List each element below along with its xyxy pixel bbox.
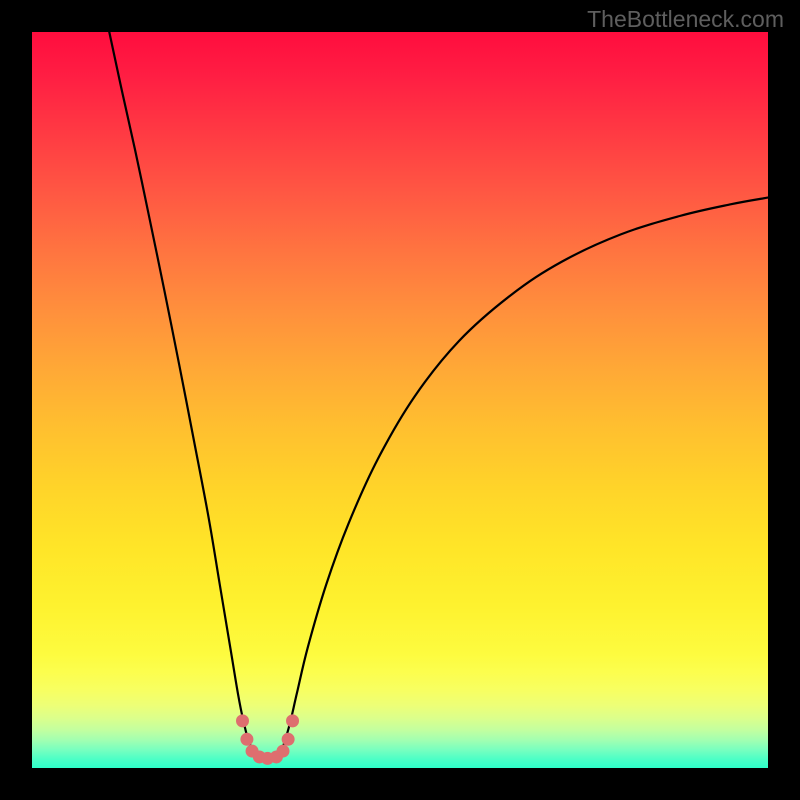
trough-marker <box>286 714 299 727</box>
bottleneck-curve <box>109 32 768 758</box>
plot-area <box>32 32 768 768</box>
chart-svg <box>32 32 768 768</box>
trough-marker <box>276 745 289 758</box>
watermark-text: TheBottleneck.com <box>587 6 784 33</box>
trough-marker <box>236 714 249 727</box>
stage: TheBottleneck.com <box>0 0 800 800</box>
trough-marker <box>282 733 295 746</box>
trough-marker <box>240 733 253 746</box>
